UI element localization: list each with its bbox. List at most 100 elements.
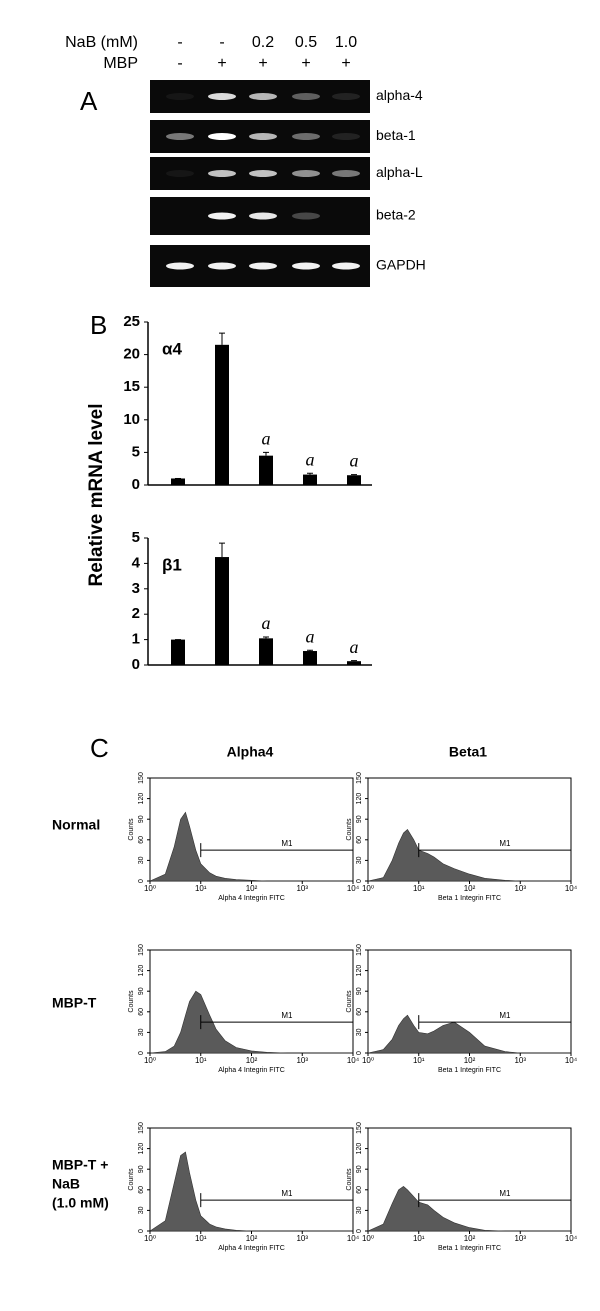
- y-tick-label: 0: [132, 656, 140, 673]
- y-tick-label: 4: [132, 554, 141, 571]
- x-axis-label: Beta 1 Integrin FITC: [438, 1067, 501, 1074]
- error-bar: [219, 332, 225, 345]
- y-tick-label: 5: [132, 529, 140, 546]
- band: [166, 213, 194, 220]
- gate-label: M1: [281, 1189, 293, 1198]
- y-tick-label: 30: [356, 1206, 363, 1214]
- bar: [215, 557, 229, 665]
- y-tick-label: 30: [138, 856, 145, 864]
- panel-label: C: [90, 733, 109, 763]
- gate-label: M1: [281, 839, 293, 848]
- x-tick-label: 10⁴: [347, 1056, 360, 1065]
- band-name: alpha-L: [376, 164, 423, 180]
- histogram-area: [367, 829, 571, 882]
- header-value: -: [177, 34, 182, 51]
- row-label: MBP-T +: [52, 1157, 108, 1173]
- y-tick-label: 25: [123, 313, 140, 330]
- x-axis-label: Alpha 4 Integrin FITC: [218, 1067, 285, 1074]
- x-tick-label: 10⁰: [362, 884, 374, 893]
- y-axis-label: Relative mRNA level: [86, 403, 107, 586]
- header-value: +: [301, 55, 310, 72]
- gate-label: M1: [281, 1011, 293, 1020]
- header-label: MBP: [103, 55, 138, 72]
- y-tick-label: 120: [356, 1143, 363, 1155]
- y-tick-label: 20: [123, 346, 140, 363]
- column-title: Alpha4: [227, 744, 274, 760]
- gate-marker: [418, 1193, 571, 1208]
- band-name: beta-2: [376, 207, 416, 223]
- gate-marker: [418, 1015, 571, 1030]
- bar: [303, 651, 317, 665]
- histogram-area: [367, 1014, 571, 1054]
- band: [292, 212, 320, 220]
- x-tick-label: 10⁴: [565, 1056, 578, 1065]
- y-tick-label: 90: [356, 1165, 363, 1173]
- gate-marker: [418, 843, 571, 858]
- y-tick-label: 60: [356, 1008, 363, 1016]
- y-tick-label: 90: [138, 815, 145, 823]
- y-tick-label: 90: [138, 987, 145, 995]
- chart-title: β1: [162, 555, 182, 574]
- band: [208, 133, 236, 140]
- y-axis-label: Counts: [346, 990, 353, 1013]
- x-axis-label: Beta 1 Integrin FITC: [438, 895, 501, 902]
- x-tick-label: 10¹: [195, 1056, 207, 1065]
- x-tick-label: 10¹: [195, 884, 207, 893]
- significance: a: [350, 637, 359, 657]
- x-tick-label: 10⁴: [347, 1234, 360, 1243]
- y-tick-label: 120: [356, 793, 363, 805]
- y-tick-label: 120: [138, 965, 145, 977]
- significance: a: [262, 429, 271, 449]
- y-tick-label: 150: [138, 944, 145, 956]
- y-tick-label: 30: [356, 856, 363, 864]
- y-tick-label: 150: [138, 772, 145, 784]
- y-axis-label: Counts: [128, 990, 135, 1013]
- y-tick-label: 60: [138, 1008, 145, 1016]
- y-tick-label: 90: [356, 987, 363, 995]
- band-name: beta-1: [376, 127, 416, 143]
- significance: a: [306, 449, 315, 469]
- bar: [215, 344, 229, 485]
- error-bar: [307, 472, 313, 475]
- y-tick-label: 0: [356, 1051, 363, 1055]
- header-value: 0.2: [252, 34, 274, 51]
- bar: [171, 478, 185, 485]
- bar: [259, 455, 273, 485]
- row-label: MBP-T: [52, 995, 97, 1011]
- x-tick-label: 10³: [514, 1234, 526, 1243]
- gate-label: M1: [499, 1189, 511, 1198]
- x-tick-label: 10²: [464, 1056, 476, 1065]
- x-tick-label: 10⁴: [565, 884, 578, 893]
- band: [292, 170, 320, 177]
- gate-label: M1: [499, 1011, 511, 1020]
- significance: a: [262, 613, 271, 633]
- histogram-area: [149, 811, 353, 882]
- column-title: Beta1: [449, 744, 487, 760]
- band: [249, 212, 277, 220]
- bar: [347, 661, 361, 665]
- y-tick-label: 2: [132, 605, 140, 622]
- y-tick-label: 10: [123, 411, 140, 428]
- y-axis-label: Counts: [346, 818, 353, 841]
- band: [208, 262, 236, 270]
- header-value: +: [217, 55, 226, 72]
- y-tick-label: 120: [138, 1143, 145, 1155]
- y-tick-label: 30: [138, 1028, 145, 1036]
- x-axis-label: Beta 1 Integrin FITC: [438, 1245, 501, 1252]
- band: [166, 170, 194, 177]
- chart-title: α4: [162, 339, 182, 358]
- y-tick-label: 60: [356, 836, 363, 844]
- y-tick-label: 150: [356, 944, 363, 956]
- error-bar: [219, 542, 225, 558]
- header-value: -: [177, 55, 182, 72]
- error-bar: [351, 474, 357, 476]
- y-tick-label: 60: [138, 836, 145, 844]
- x-axis-label: Alpha 4 Integrin FITC: [218, 895, 285, 902]
- row-label: (1.0 mM): [52, 1195, 109, 1211]
- x-tick-label: 10³: [296, 884, 308, 893]
- y-tick-label: 15: [123, 378, 140, 395]
- x-tick-label: 10⁰: [362, 1056, 374, 1065]
- y-tick-label: 0: [356, 879, 363, 883]
